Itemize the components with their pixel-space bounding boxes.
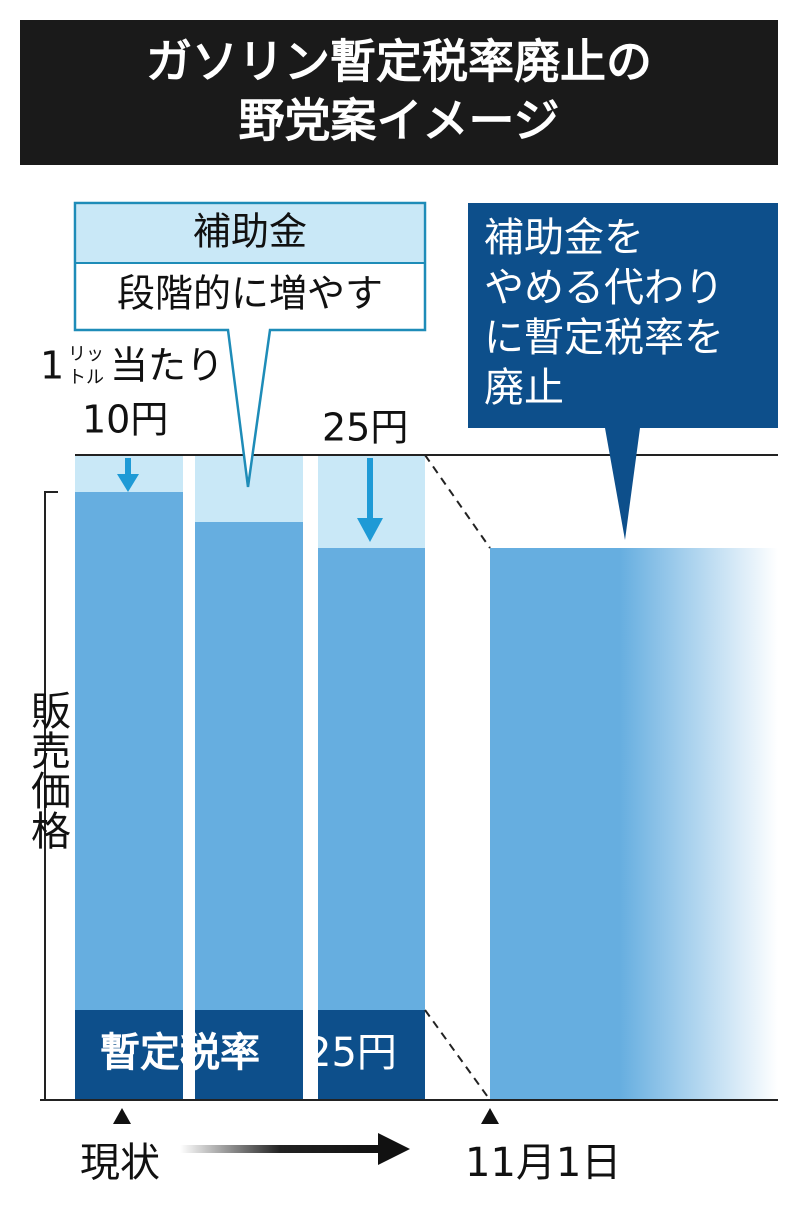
amount-label: 10円 — [82, 398, 168, 442]
tax-name: 暫定税率 — [100, 1030, 260, 1076]
callout-body: 段階的に増やす — [117, 272, 383, 316]
timeline-end: 11月1日 — [465, 1140, 621, 1186]
callout-line: やめる代わり — [484, 265, 724, 311]
price-segment — [195, 522, 303, 1010]
arrow-head — [357, 518, 383, 542]
callout-line: 廃止 — [484, 365, 564, 411]
title-line: 野党案イメージ — [238, 94, 559, 148]
price-segment — [318, 548, 425, 1010]
timeline-arrow — [180, 1145, 380, 1153]
tax-segment — [195, 1010, 303, 1100]
callout-heading: 補助金 — [193, 210, 307, 254]
callout-subsidy — [73, 201, 427, 488]
dashed-connector — [424, 454, 491, 549]
bars — [75, 455, 778, 1100]
amount-label: 25円 — [322, 406, 408, 450]
tax-amount: 25円 — [306, 1030, 397, 1076]
title-box — [20, 20, 778, 165]
marker — [113, 1108, 131, 1124]
callout-abolish — [468, 203, 778, 540]
tax-segment — [318, 1010, 425, 1100]
unit-small: リッ — [68, 344, 104, 365]
timeline-start: 現状 — [80, 1140, 160, 1186]
unit-suffix: 当たり — [110, 344, 224, 388]
arrow-head — [117, 474, 139, 492]
unit-small: トル — [68, 367, 104, 388]
price-segment — [75, 492, 183, 1010]
callout-line: 補助金を — [484, 215, 644, 261]
timeline-arrow-head — [378, 1133, 410, 1165]
axis-bracket — [44, 491, 58, 1101]
callout-line: に暫定税率を — [484, 315, 724, 361]
tax-segment — [75, 1010, 183, 1100]
unit-prefix: 1 — [40, 344, 64, 388]
future-price — [490, 548, 778, 1100]
dashed-connector — [424, 1009, 491, 1101]
axis-label: 販売価格 — [24, 690, 71, 850]
marker — [481, 1108, 499, 1124]
callout-header — [76, 204, 424, 263]
title-line: ガソリン暫定税率廃止の — [146, 35, 652, 89]
